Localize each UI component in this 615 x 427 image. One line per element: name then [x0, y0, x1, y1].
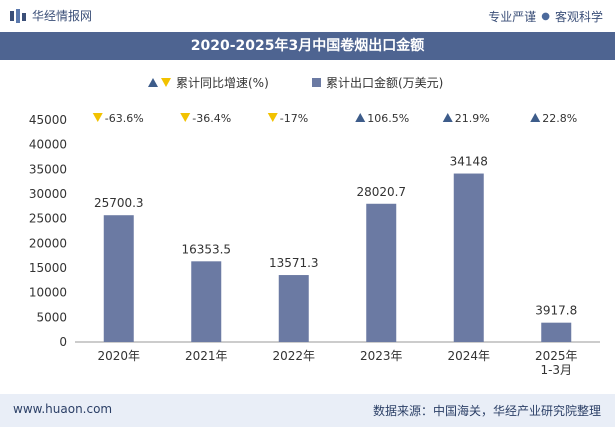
footer-url[interactable]: www.huaon.com: [13, 402, 113, 416]
x-tick-label: 1-3月: [540, 363, 572, 377]
title-bar: 2020-2025年3月中国卷烟出口金额: [0, 32, 615, 60]
footer-source: 数据来源：中国海关，华经产业研究院整理: [372, 404, 601, 418]
legend-label-growth: 累计同比增速(%): [176, 76, 269, 90]
x-tick-label: 2021年: [185, 349, 228, 363]
y-tick-label: 10000: [29, 286, 67, 300]
y-tick-label: 25000: [29, 212, 67, 226]
legend-growth-down-icon: [161, 78, 171, 87]
bar: [278, 275, 309, 342]
brand-logo-icon: [10, 8, 26, 23]
growth-up-arrow-icon: [355, 113, 366, 122]
x-tick-label: 2025年: [535, 349, 578, 363]
bar: [541, 322, 572, 342]
y-tick-label: 35000: [29, 162, 67, 176]
growth-down-arrow-icon: [180, 113, 191, 122]
growth-value-label: -63.6%: [105, 112, 144, 125]
top-bar: 华经情报网 专业严谨 ● 客观科学: [0, 0, 615, 32]
y-tick-label: 5000: [36, 310, 67, 324]
growth-value-label: 22.8%: [542, 112, 577, 125]
growth-down-arrow-icon: [267, 113, 278, 122]
brand: 华经情报网: [10, 7, 92, 24]
bar-value-label: 13571.3: [269, 256, 319, 270]
legend-bar-swatch: [312, 78, 321, 87]
growth-value-label: 106.5%: [367, 112, 409, 125]
x-tick-label: 2024年: [447, 349, 490, 363]
y-tick-label: 20000: [29, 236, 67, 250]
chart-title: 2020-2025年3月中国卷烟出口金额: [190, 38, 425, 54]
growth-up-arrow-icon: [530, 113, 541, 122]
x-tick-label: 2020年: [97, 349, 140, 363]
brand-name: 华经情报网: [32, 9, 93, 23]
bar: [453, 173, 484, 342]
footer: www.huaon.com 数据来源：中国海关，华经产业研究院整理: [0, 394, 615, 427]
x-tick-label: 2022年: [272, 349, 315, 363]
legend-label-amount: 累计出口金额(万美元): [326, 75, 443, 90]
bar-value-label: 3917.8: [535, 304, 577, 318]
y-tick-label: 0: [59, 335, 67, 349]
y-tick-label: 15000: [29, 261, 67, 275]
bar-value-label: 25700.3: [94, 196, 144, 210]
tagline: 专业严谨 ● 客观科学: [488, 8, 603, 25]
growth-value-label: 21.9%: [455, 112, 490, 125]
bar: [366, 203, 397, 342]
y-tick-label: 45000: [29, 113, 67, 127]
bar: [103, 215, 134, 342]
legend-growth-up-icon: [148, 78, 158, 87]
bar-value-label: 34148: [450, 155, 488, 169]
growth-up-arrow-icon: [442, 113, 453, 122]
growth-value-label: -36.4%: [192, 112, 231, 125]
x-tick-label: 2023年: [360, 349, 403, 363]
bar-value-label: 16353.5: [181, 242, 231, 256]
tagline-right: 客观科学: [554, 10, 603, 24]
dot-separator-icon: ●: [541, 11, 550, 22]
y-tick-label: 40000: [29, 138, 67, 152]
growth-value-label: -17%: [280, 112, 308, 125]
tagline-left: 专业严谨: [488, 10, 537, 24]
bar: [191, 261, 222, 342]
growth-down-arrow-icon: [92, 113, 103, 122]
chart: 累计同比增速(%) 累计出口金额(万美元) 0 5000 10000 15000 20000…: [29, 75, 600, 377]
bar-value-label: 28020.7: [356, 185, 406, 199]
y-tick-label: 30000: [29, 187, 67, 201]
